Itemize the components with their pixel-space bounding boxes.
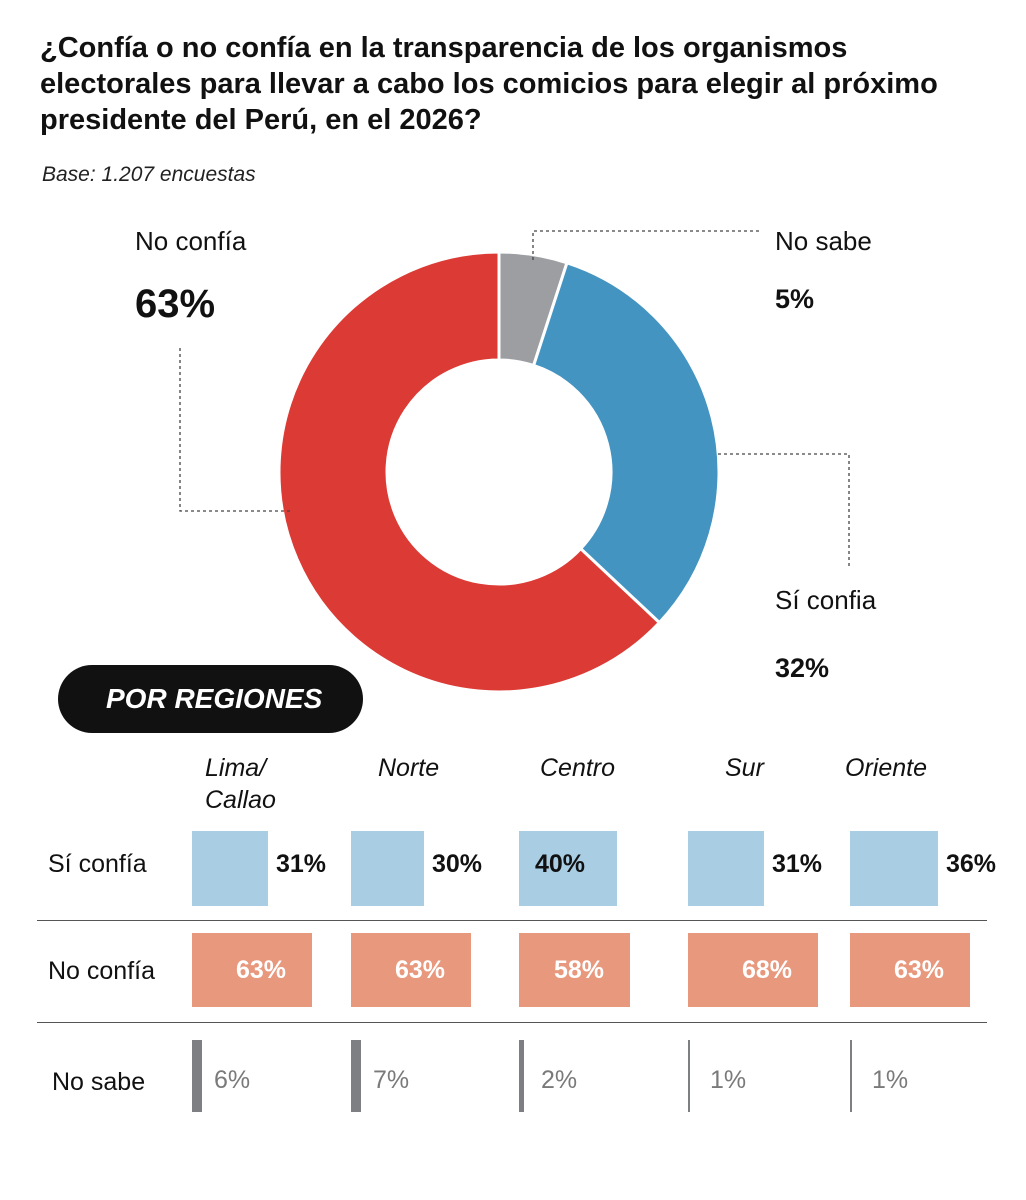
bar-value-label: 1%	[710, 1066, 747, 1094]
bar-value-label: 58%	[554, 956, 605, 984]
bar-value-label: 2%	[541, 1066, 578, 1094]
bar-value-label: 63%	[236, 956, 287, 984]
bar-value-label: 36%	[946, 850, 997, 878]
slice-value-si-confia: 32%	[775, 653, 830, 683]
slice-label-no-confia: No confía	[135, 226, 247, 256]
bar-no-sabe	[351, 1040, 361, 1112]
bar-si-confia	[192, 831, 268, 906]
bar-no-confia	[351, 933, 471, 1007]
bar-value-label: 63%	[894, 956, 945, 984]
row-label-no-confia: No confía	[48, 957, 156, 985]
bar-no-confia	[850, 933, 970, 1007]
bar-si-confia	[688, 831, 764, 906]
bar-no-confia	[192, 933, 312, 1007]
bar-value-label: 68%	[742, 956, 793, 984]
bar-value-label: 6%	[214, 1066, 251, 1094]
regions-heading: POR REGIONES	[58, 665, 363, 733]
region-header: Sur	[725, 754, 764, 782]
region-header: Norte	[378, 754, 440, 782]
bar-value-label: 40%	[535, 850, 586, 878]
region-header: Lima/Callao	[205, 754, 276, 814]
row-label-si-confia: Sí confía	[48, 850, 147, 878]
bar-no-confia	[519, 933, 630, 1007]
bar-si-confia	[850, 831, 938, 906]
bar-no-confia	[688, 933, 818, 1007]
row-divider	[37, 920, 987, 921]
bar-value-label: 63%	[395, 956, 446, 984]
bar-no-sabe	[519, 1040, 524, 1112]
bar-no-sabe	[192, 1040, 202, 1112]
slice-si-confia	[531, 260, 721, 625]
bar-no-sabe	[688, 1040, 690, 1112]
chart-subtitle: Base: 1.207 encuestas	[42, 163, 256, 186]
donut-chart	[179, 230, 850, 694]
bar-value-label: 31%	[276, 850, 327, 878]
region-header: Centro	[540, 754, 616, 782]
slice-no-confia	[277, 250, 662, 694]
leader-no-sabe	[532, 230, 760, 260]
bar-si-confia	[519, 831, 617, 906]
bar-value-label: 7%	[373, 1066, 410, 1094]
bar-value-label: 31%	[772, 850, 823, 878]
bar-value-label: 30%	[432, 850, 483, 878]
slice-label-no-sabe: No sabe	[775, 226, 872, 256]
bar-no-sabe	[850, 1040, 852, 1112]
leader-no-confia	[179, 348, 290, 512]
region-header: Oriente	[845, 754, 927, 782]
leader-si-confia	[718, 453, 850, 568]
slice-value-no-sabe: 5%	[775, 284, 815, 314]
chart-title: ¿Confía o no confía en la transparencia …	[40, 32, 938, 136]
row-label-no-sabe: No sabe	[52, 1068, 146, 1096]
bar-value-label: 1%	[872, 1066, 909, 1094]
row-divider	[37, 1022, 987, 1023]
slice-label-si-confia: Sí confia	[775, 585, 877, 615]
bar-si-confia	[351, 831, 424, 906]
slice-value-no-confia: 63%	[135, 282, 216, 326]
